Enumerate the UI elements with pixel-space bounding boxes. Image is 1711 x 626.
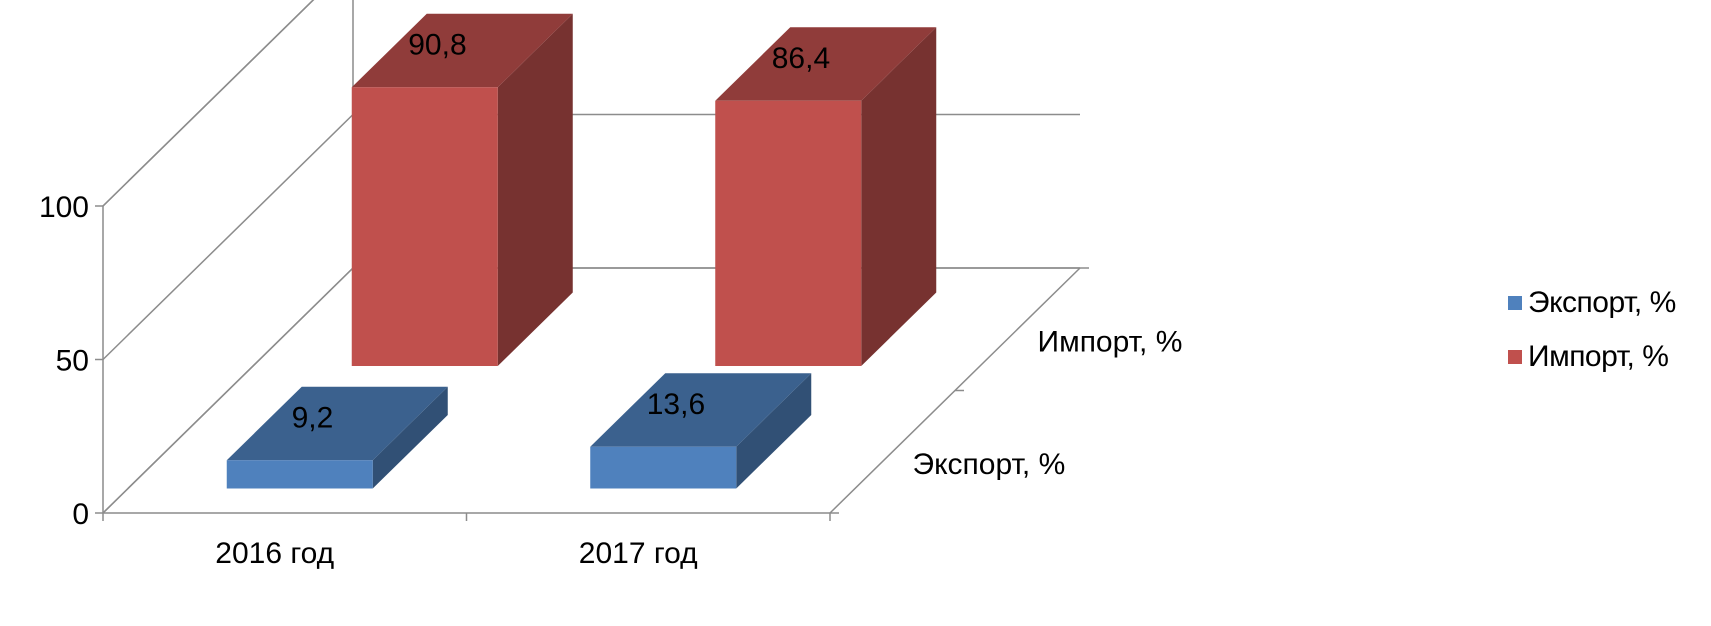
value-tick-label: 0 <box>72 498 89 531</box>
gridline-side-2 <box>102 0 315 207</box>
axes: 0 50 100 2016 год 2017 год Экспорт, % Импорт, … <box>39 191 1182 570</box>
legend-label-export: Экспорт, % <box>1528 286 1676 319</box>
data-label: 9,2 <box>292 402 334 435</box>
legend-label-import: Импорт, % <box>1528 340 1669 373</box>
labels: 90,8 86,4 9,2 13,6 <box>292 28 831 434</box>
gridline-side-top <box>102 0 315 207</box>
legend-swatch-export <box>1508 296 1522 310</box>
bar-top-face <box>590 373 812 447</box>
bar-Импорт, %-2016 год <box>351 13 573 367</box>
data-label: 86,4 <box>772 42 830 75</box>
bar-top-face <box>715 27 937 101</box>
bar-top-face <box>226 386 448 461</box>
bar-front-face <box>590 446 737 489</box>
bar-top-face <box>351 13 573 88</box>
legend-item-import: Импорт, % <box>1508 339 1708 375</box>
legend-item-export: Экспорт, % <box>1508 285 1708 321</box>
bar-front-face <box>715 100 862 366</box>
data-label: 13,6 <box>647 388 705 421</box>
legend: Экспорт, % Импорт, % <box>1508 285 1708 393</box>
bar-Импорт, %-2017 год <box>715 27 937 366</box>
category-label: 2016 год <box>215 537 334 570</box>
bar-side-face <box>861 27 937 366</box>
gridline-side-1 <box>102 113 354 361</box>
bars <box>226 13 937 489</box>
bar-side-face <box>736 373 812 489</box>
bar-Экспорт, %-2017 год <box>590 373 812 489</box>
bar-Экспорт, %-2016 год <box>226 386 448 489</box>
legend-swatch-import <box>1508 350 1522 364</box>
gridline-side-0 <box>102 267 354 514</box>
value-tick-label: 50 <box>56 345 89 378</box>
depth-axis-label: Экспорт, % <box>913 448 1066 481</box>
depth-axis-label: Импорт, % <box>1038 325 1183 358</box>
bar-side-face <box>497 13 573 367</box>
data-label: 90,8 <box>408 28 466 61</box>
value-tick-label: 100 <box>39 191 89 224</box>
bar-front-face <box>226 460 373 489</box>
bar-front-face <box>351 87 498 366</box>
category-label: 2017 год <box>579 537 698 570</box>
bar-side-face <box>372 386 448 489</box>
